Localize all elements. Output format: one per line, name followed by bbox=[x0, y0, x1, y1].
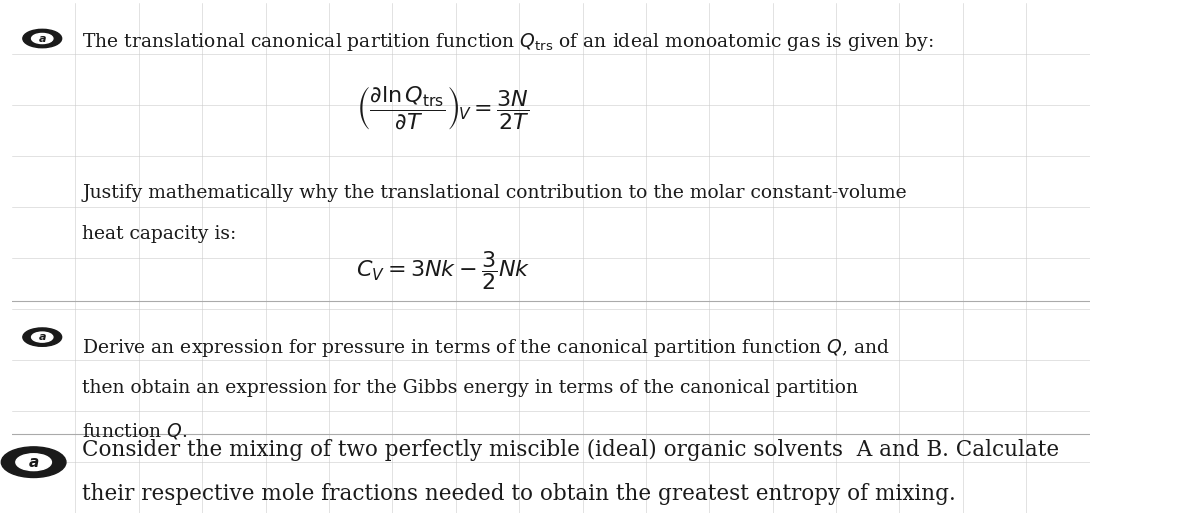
Text: a: a bbox=[38, 332, 46, 342]
Text: Derive an expression for pressure in terms of the canonical partition function $: Derive an expression for pressure in ter… bbox=[82, 337, 889, 359]
Text: Consider the mixing of two perfectly miscible (ideal) organic solvents  A and B.: Consider the mixing of two perfectly mis… bbox=[82, 439, 1060, 461]
Circle shape bbox=[16, 454, 52, 471]
Circle shape bbox=[31, 332, 53, 342]
Text: their respective mole fractions needed to obtain the greatest entropy of mixing.: their respective mole fractions needed t… bbox=[82, 482, 956, 505]
Circle shape bbox=[31, 34, 53, 43]
Text: $C_V = 3Nk - \dfrac{3}{2}Nk$: $C_V = 3Nk - \dfrac{3}{2}Nk$ bbox=[356, 249, 530, 292]
Text: then obtain an expression for the Gibbs energy in terms of the canonical partiti: then obtain an expression for the Gibbs … bbox=[82, 379, 858, 397]
Text: a: a bbox=[29, 455, 38, 470]
Text: The translational canonical partition function $Q_{\mathrm{trs}}$ of an ideal mo: The translational canonical partition fu… bbox=[82, 31, 934, 53]
Circle shape bbox=[23, 29, 61, 47]
Text: $\left(\dfrac{\partial\ln Q_{\mathrm{trs}}}{\partial T}\right)_{\!V} = \dfrac{3N: $\left(\dfrac{\partial\ln Q_{\mathrm{trs… bbox=[356, 84, 530, 131]
Text: a: a bbox=[38, 34, 46, 43]
Circle shape bbox=[1, 447, 66, 477]
Text: Justify mathematically why the translational contribution to the molar constant-: Justify mathematically why the translati… bbox=[82, 184, 907, 202]
Circle shape bbox=[23, 328, 61, 346]
Text: heat capacity is:: heat capacity is: bbox=[82, 225, 236, 243]
Text: function $Q$.: function $Q$. bbox=[82, 421, 187, 441]
